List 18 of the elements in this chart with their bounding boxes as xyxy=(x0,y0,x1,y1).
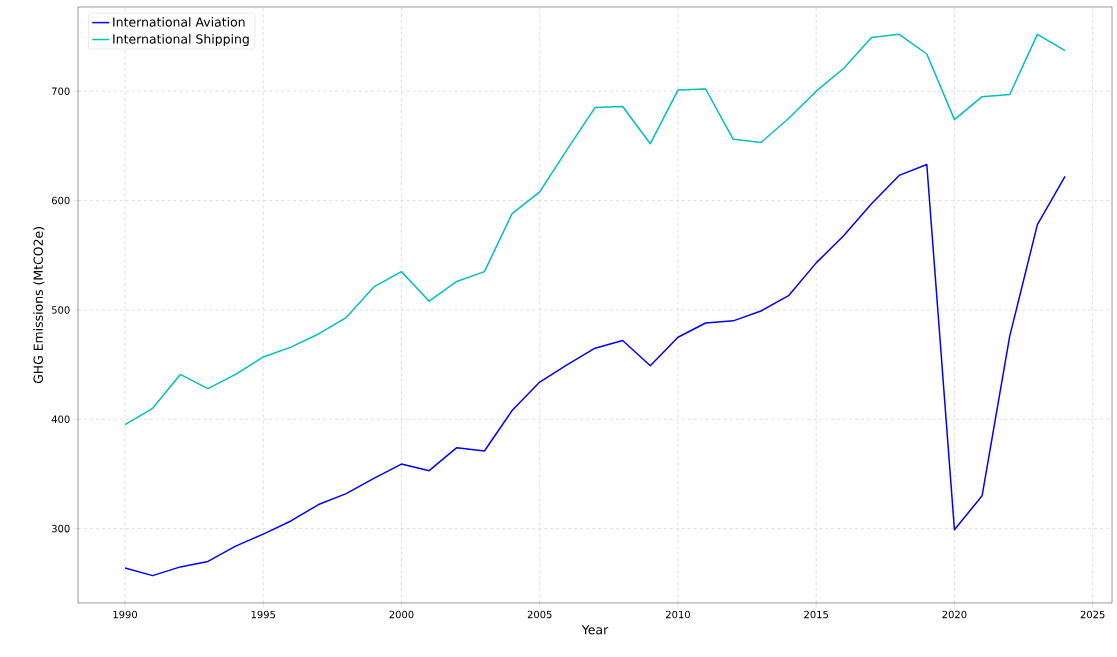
legend-label: International Shipping xyxy=(113,34,249,47)
x-tick-label: 2010 xyxy=(666,610,690,619)
x-tick-label: 2020 xyxy=(942,610,967,619)
x-axis-title: Year xyxy=(581,625,609,635)
y-tick-label: 700 xyxy=(52,87,70,95)
legend-label: International Aviation xyxy=(113,17,245,27)
x-tick-label: 2015 xyxy=(804,610,828,619)
x-tick-label: 1990 xyxy=(113,610,138,619)
y-tick-label: 600 xyxy=(51,196,70,205)
y-tick-label: 500 xyxy=(51,306,70,314)
x-tick-label: 2000 xyxy=(389,610,414,619)
y-axis-title: GHG Emissions (MtCO2e) xyxy=(33,227,45,384)
y-tick-label: 300 xyxy=(51,524,70,533)
y-tick-label: 400 xyxy=(51,415,70,424)
x-tick-label: 2005 xyxy=(527,610,552,619)
x-tick-label: 1995 xyxy=(251,610,276,619)
line-series xyxy=(124,163,1066,577)
x-tick-label: 2025 xyxy=(1080,610,1105,619)
